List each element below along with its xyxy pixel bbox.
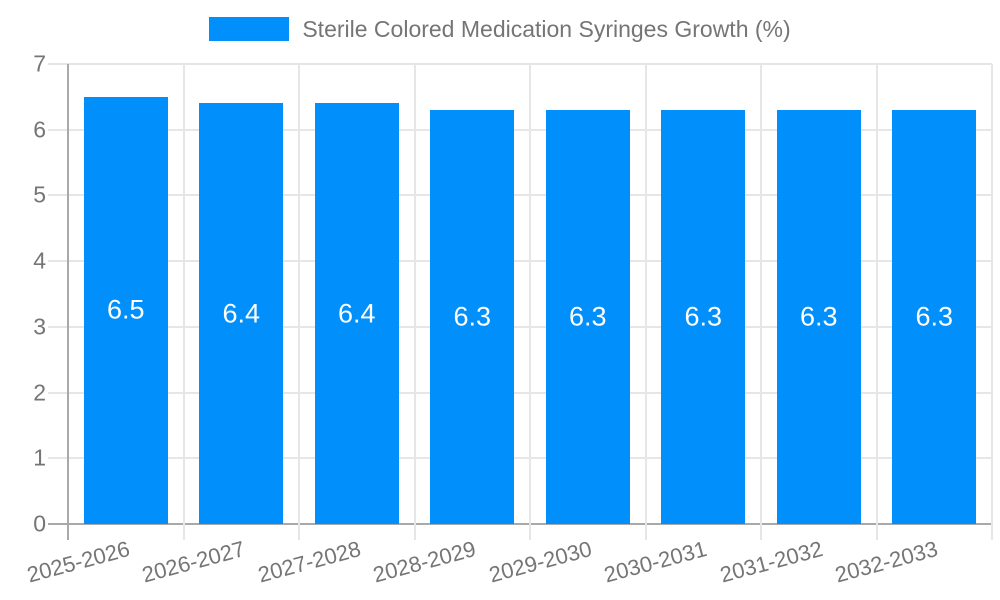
v-gridline (644, 64, 647, 524)
x-tick (67, 524, 69, 540)
bar-value-label: 6.3 (568, 301, 607, 332)
v-gridline (760, 64, 762, 524)
y-tick (48, 391, 68, 394)
bar-value-label: 6.4 (222, 298, 261, 329)
y-axis-label: 2 (33, 379, 46, 406)
y-axis-label: 6 (33, 116, 46, 143)
bar-2028-2029[interactable]: 6.3 (430, 110, 515, 524)
y-tick (48, 457, 68, 460)
v-gridline (991, 64, 993, 524)
y-tick (48, 63, 68, 65)
x-tick (298, 524, 300, 540)
x-axis-label: 2030-2031 (601, 536, 710, 588)
y-axis-label: 3 (33, 313, 46, 340)
bar-2025-2026[interactable]: 6.5 (83, 96, 168, 524)
x-tick (413, 524, 416, 540)
y-tick (48, 128, 68, 131)
x-tick (644, 524, 647, 540)
bar-2030-2031[interactable]: 6.3 (661, 110, 746, 524)
y-axis-label: 7 (33, 50, 46, 77)
bar-value-label: 6.3 (684, 301, 723, 332)
y-tick (48, 260, 68, 263)
bar-2031-2032[interactable]: 6.3 (776, 110, 861, 524)
bar-2032-2033[interactable]: 6.3 (892, 110, 977, 524)
y-axis-line (67, 64, 69, 524)
x-tick (991, 524, 993, 540)
legend-swatch-icon (209, 17, 290, 41)
bar-2026-2027[interactable]: 6.4 (199, 103, 284, 524)
legend-label: Sterile Colored Medication Syringes Grow… (302, 16, 791, 42)
x-axis-label: 2027-2028 (254, 536, 363, 588)
x-axis-label: 2029-2030 (485, 536, 594, 588)
x-tick (875, 524, 878, 540)
v-gridline (413, 64, 416, 524)
v-gridline (298, 64, 300, 524)
x-axis-label: 2031-2032 (716, 536, 825, 588)
bar-2029-2030[interactable]: 6.3 (545, 110, 630, 524)
x-axis-label: 2025-2026 (23, 536, 132, 588)
y-axis-label: 0 (33, 510, 46, 537)
y-tick (48, 325, 68, 328)
x-axis-label: 2026-2027 (139, 536, 248, 588)
chart-legend[interactable]: Sterile Colored Medication Syringes Grow… (0, 16, 1000, 42)
bar-value-label: 6.3 (453, 301, 492, 332)
bar-value-label: 6.4 (337, 298, 376, 329)
bar-2027-2028[interactable]: 6.4 (314, 103, 399, 524)
bar-value-label: 6.5 (106, 294, 145, 325)
x-tick (529, 524, 531, 540)
y-axis-label: 1 (33, 444, 46, 471)
y-tick (48, 523, 68, 525)
y-tick (48, 194, 68, 197)
v-gridline (182, 64, 185, 524)
x-axis-label: 2028-2029 (370, 536, 479, 588)
x-axis-label: 2032-2033 (832, 536, 941, 588)
v-gridline (875, 64, 878, 524)
y-axis-label: 5 (33, 181, 46, 208)
v-gridline (529, 64, 531, 524)
x-tick (760, 524, 762, 540)
bar-value-label: 6.3 (799, 301, 838, 332)
x-tick (182, 524, 185, 540)
bar-value-label: 6.3 (915, 301, 954, 332)
y-axis-label: 4 (33, 247, 46, 274)
